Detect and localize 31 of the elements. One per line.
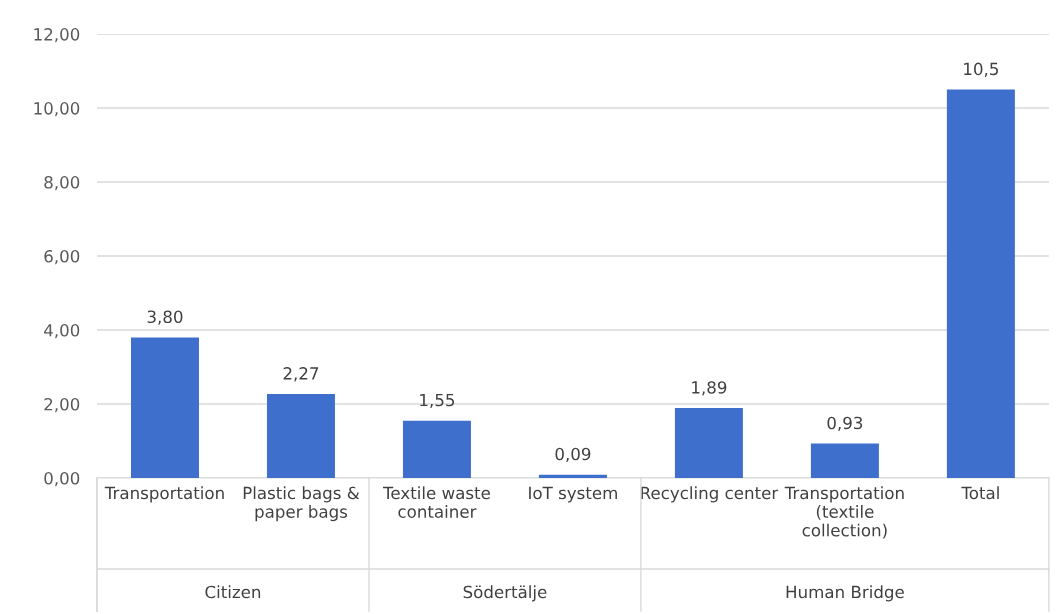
text: Human Bridge — [786, 585, 904, 602]
bar — [674, 408, 743, 478]
data-label: 10,5 — [964, 62, 998, 77]
bar — [130, 337, 199, 478]
x-tick-label: Textile waste container — [382, 486, 490, 518]
x-tick-label: Transportation (textile collection) — [784, 486, 904, 539]
x-tick-label: Transportation — [104, 486, 224, 503]
y-tick-label: 2,00 — [44, 397, 80, 413]
text: Södertälje — [463, 585, 547, 602]
bar — [810, 443, 879, 478]
data-label: 0,09 — [555, 447, 591, 463]
data-label: 1,89 — [692, 381, 727, 396]
data-label: 2,27 — [283, 367, 319, 382]
y-tick-label: 12,00 — [34, 28, 80, 43]
bar — [402, 420, 471, 478]
y-tick-label: 10,00 — [34, 102, 80, 117]
x-tick-label: IoT system — [529, 486, 617, 503]
data-label: 1,55 — [420, 393, 455, 409]
bar — [946, 89, 1015, 478]
y-tick-label: 8,00 — [44, 176, 80, 191]
text: Citizen — [205, 585, 261, 599]
data-label: 3,80 — [147, 310, 183, 325]
x-tick-label: Total — [961, 486, 999, 500]
x-tick-label: Plastic bags & paper bags — [243, 486, 360, 522]
y-tick-label: 0,00 — [44, 471, 80, 487]
bar — [266, 394, 335, 478]
y-tick-label: 6,00 — [44, 250, 80, 265]
bar — [538, 474, 607, 478]
y-tick-label: 4,00 — [44, 323, 80, 339]
data-label: 0,93 — [827, 416, 863, 431]
x-tick-label: Recycling center — [641, 486, 779, 503]
